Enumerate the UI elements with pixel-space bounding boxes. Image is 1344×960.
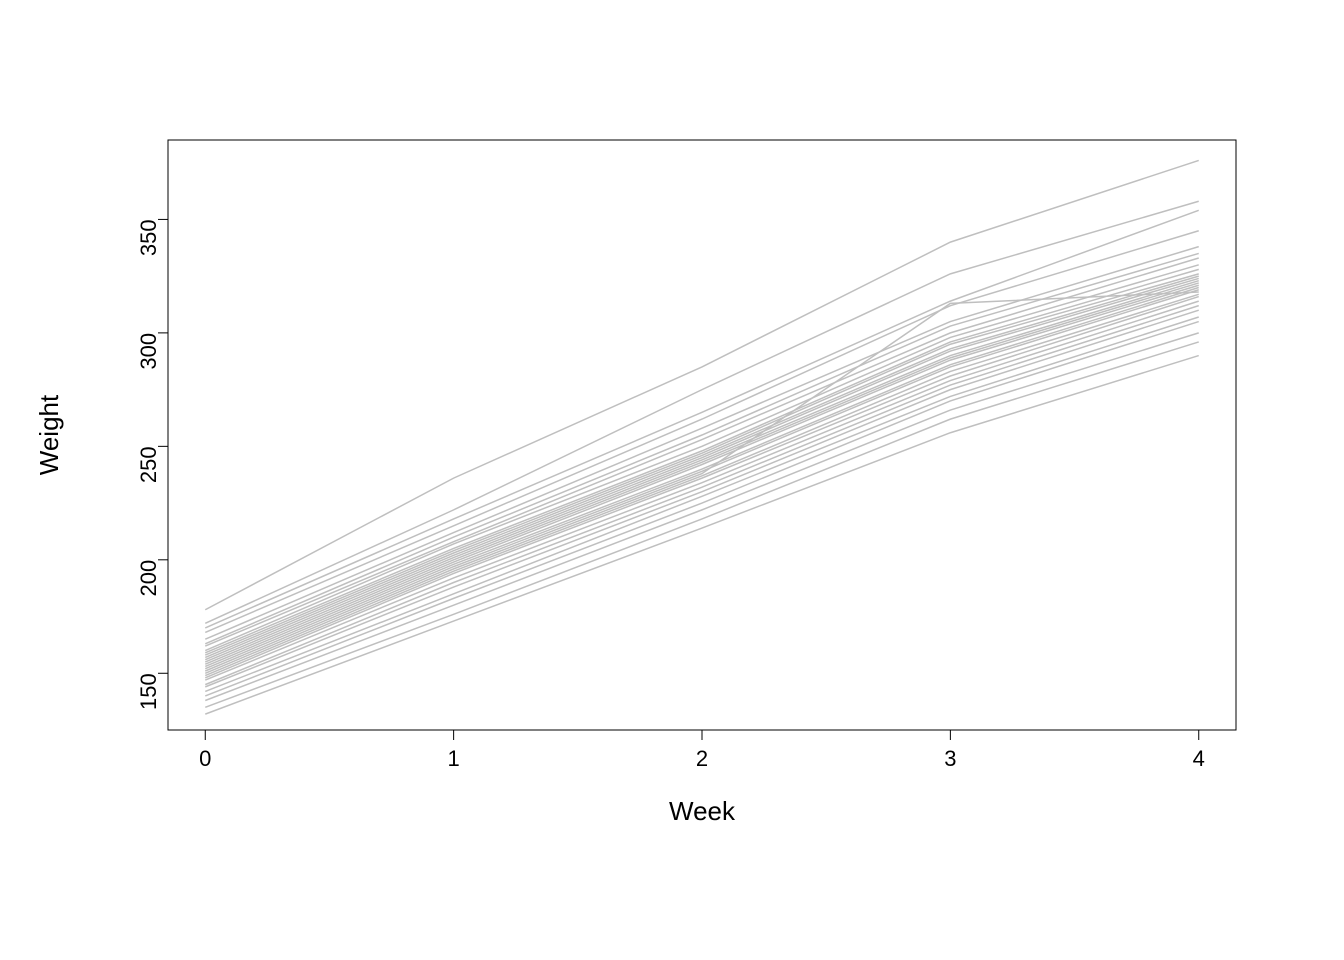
growth-chart: 0 1 2 3 4 150 200 250 300 350 Week Weight	[0, 0, 1344, 960]
x-tick-label: 1	[448, 746, 460, 771]
y-tick-label: 150	[136, 673, 161, 710]
y-tick-label: 300	[136, 333, 161, 370]
x-tick-label: 2	[696, 746, 708, 771]
x-tick-label: 3	[944, 746, 956, 771]
y-axis-label: Weight	[34, 394, 64, 475]
y-tick-label: 350	[136, 219, 161, 256]
x-tick-label: 4	[1193, 746, 1205, 771]
y-tick-label: 200	[136, 560, 161, 597]
x-tick-label: 0	[199, 746, 211, 771]
y-tick-label: 250	[136, 446, 161, 483]
x-axis-label: Week	[669, 796, 736, 826]
